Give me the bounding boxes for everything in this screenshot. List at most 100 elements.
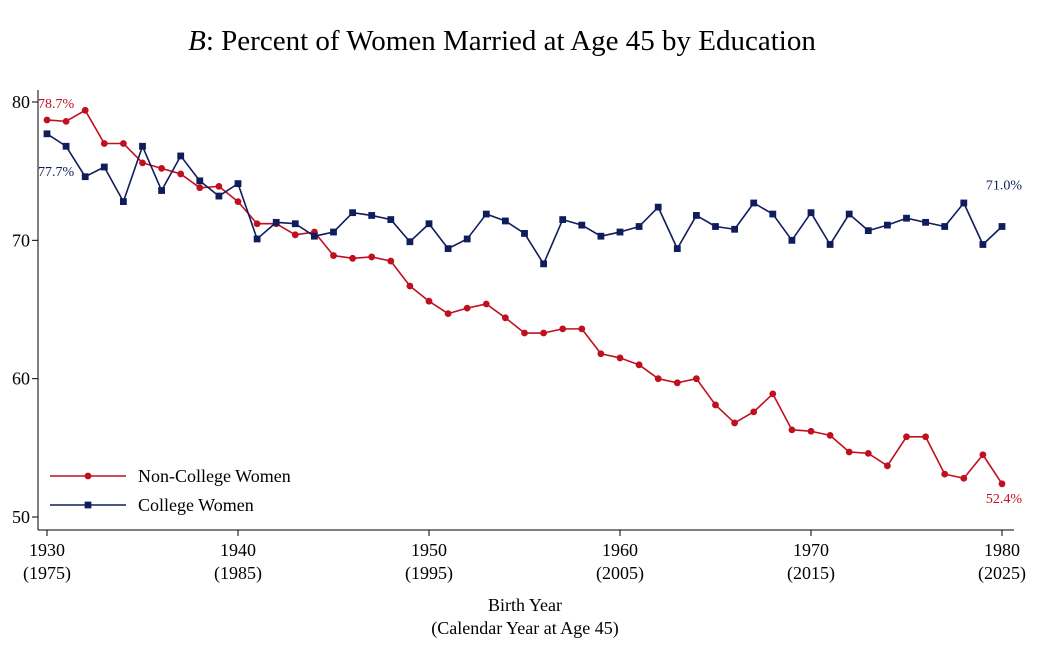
data-point	[693, 212, 700, 219]
data-point	[960, 199, 968, 207]
data-point	[845, 210, 853, 218]
y-tick-label: 70	[12, 230, 30, 250]
x-tick-label: 1930	[29, 540, 65, 560]
data-point	[616, 228, 624, 236]
x-tick-label: 1970	[793, 540, 829, 560]
x-tick-label: 1940	[220, 540, 256, 560]
data-point	[807, 427, 815, 435]
data-point	[482, 210, 490, 218]
data-point	[864, 449, 872, 457]
data-point	[884, 462, 891, 470]
data-point	[922, 218, 929, 226]
data-point	[788, 236, 796, 244]
data-point	[578, 325, 586, 333]
series-college	[43, 130, 1006, 268]
data-point	[654, 203, 662, 211]
data-point	[177, 152, 185, 160]
data-point	[62, 142, 70, 150]
data-point	[960, 474, 968, 482]
data-point	[349, 209, 356, 217]
x-tick-label: 1950	[411, 540, 447, 560]
data-point	[654, 375, 662, 383]
data-point	[100, 163, 108, 171]
data-point	[330, 252, 337, 259]
x-tick-sublabel: (2025)	[978, 563, 1026, 584]
data-point	[731, 225, 738, 233]
data-point	[502, 314, 509, 322]
x-tick-sublabel: (1995)	[405, 563, 453, 584]
data-point	[559, 325, 567, 333]
data-point	[673, 245, 681, 253]
data-point	[215, 182, 223, 190]
y-tick-label: 80	[12, 92, 30, 112]
chart-title: B: Percent of Women Married at Age 45 by…	[188, 25, 816, 57]
legend-item: Non-College Women	[50, 466, 291, 486]
x-axis-sublabel: (Calendar Year at Age 45)	[431, 618, 618, 639]
x-tick-label: 1980	[984, 540, 1020, 560]
data-point	[673, 379, 681, 387]
y-tick-label: 60	[12, 369, 30, 389]
data-point	[444, 310, 452, 318]
data-point	[597, 350, 605, 358]
data-point	[234, 198, 242, 206]
data-point	[463, 304, 471, 312]
data-point	[253, 235, 261, 243]
data-point	[43, 130, 51, 138]
data-point	[559, 216, 567, 223]
data-point	[291, 220, 299, 228]
data-point	[272, 218, 280, 226]
data-point	[81, 173, 89, 181]
data-point	[998, 223, 1006, 230]
legend-label: Non-College Women	[138, 466, 291, 486]
data-point	[387, 257, 395, 265]
chart-title-prefix: B	[188, 25, 206, 57]
data-point	[368, 253, 376, 261]
data-point	[788, 426, 796, 434]
data-point	[215, 192, 223, 200]
data-point	[845, 448, 853, 456]
data-point	[139, 142, 146, 150]
x-ticks: 1930 (1975) 1940 (1985) 1950 (1995) 1960 (2005)…	[23, 530, 1026, 584]
x-tick-sublabel: (1975)	[23, 563, 71, 584]
data-point	[196, 184, 204, 192]
data-point	[750, 408, 758, 416]
data-point	[444, 245, 452, 253]
data-point	[903, 214, 910, 222]
data-point	[979, 241, 987, 248]
legend: Non-College Women College Women	[50, 466, 291, 515]
x-tick-label: 1960	[602, 540, 638, 560]
data-point	[979, 451, 987, 459]
data-point	[750, 199, 758, 207]
data-point	[330, 228, 337, 236]
college-start-label: 77.7%	[38, 165, 75, 180]
data-point	[81, 106, 89, 114]
data-point	[425, 297, 433, 305]
y-ticks: 50 60 70 80	[12, 92, 38, 527]
data-point	[100, 140, 108, 147]
axes	[37, 90, 1014, 531]
data-point	[712, 401, 719, 409]
data-point	[43, 116, 51, 124]
data-point	[425, 220, 433, 228]
data-point	[482, 300, 490, 308]
data-point	[769, 210, 777, 218]
data-point	[62, 117, 70, 125]
data-point	[731, 419, 738, 427]
data-point	[502, 217, 509, 225]
data-point	[941, 470, 949, 478]
data-point	[597, 232, 605, 240]
data-point	[349, 254, 356, 262]
legend-marker	[84, 472, 92, 480]
data-point	[368, 212, 376, 219]
data-point	[864, 227, 872, 235]
data-point	[158, 187, 165, 194]
data-point	[311, 232, 318, 240]
data-point	[196, 177, 204, 185]
legend-marker	[84, 501, 92, 509]
series-line	[46, 109, 1003, 485]
legend-label: College Women	[138, 495, 254, 515]
data-point	[291, 231, 299, 239]
data-point	[578, 221, 586, 229]
y-tick-label: 50	[12, 507, 30, 527]
